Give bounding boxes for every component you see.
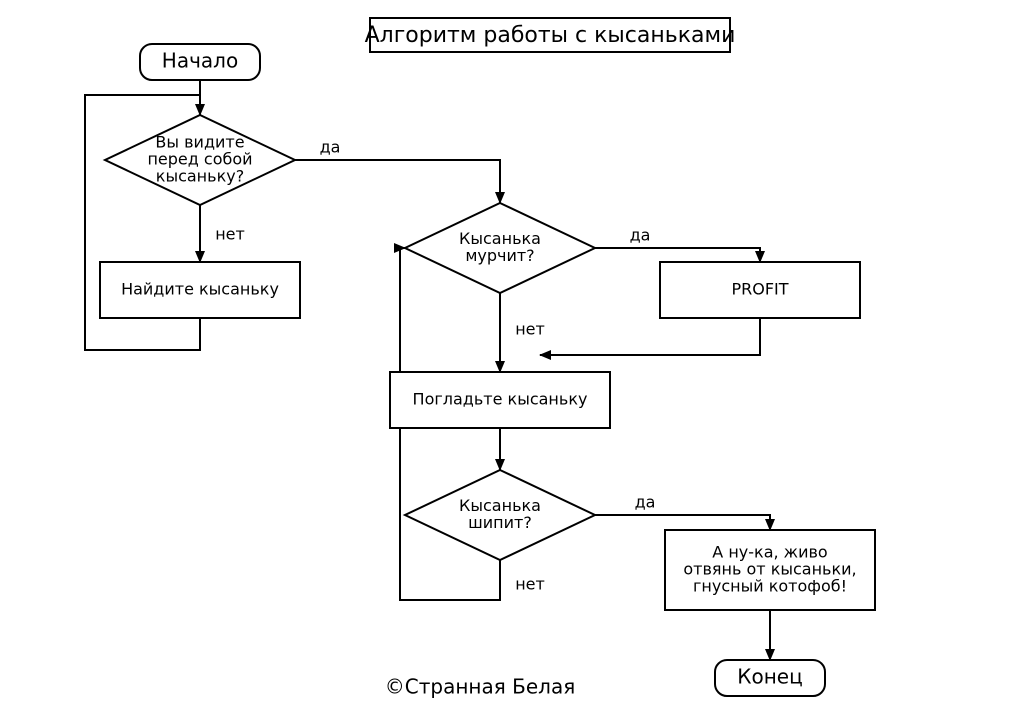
- node-end: Конец: [715, 660, 825, 696]
- node-d3: Кысанькашипит?: [405, 470, 595, 560]
- node-p_profit-label: PROFIT: [731, 280, 788, 299]
- node-p_away-label: гнусный котофоб!: [693, 577, 847, 596]
- node-d2: Кысанькамурчит?: [405, 203, 595, 293]
- node-start: Начало: [140, 44, 260, 80]
- node-p_find: Найдите кысаньку: [100, 262, 300, 318]
- node-p_find-label: Найдите кысаньку: [121, 280, 279, 299]
- edge-label-e_d3_yes: да: [635, 493, 656, 512]
- node-p_profit: PROFIT: [660, 262, 860, 318]
- title-text: Алгоритм работы с кысаньками: [365, 23, 736, 48]
- node-end-label: Конец: [737, 665, 802, 689]
- edge-label-e_d1_yes: да: [320, 138, 341, 157]
- node-d1-label: кысаньку?: [156, 167, 244, 186]
- edge-label-e_d2_no: нет: [515, 320, 545, 339]
- edge-e_d1_yes: [295, 160, 500, 203]
- edge-e_profit_back: [540, 318, 760, 355]
- edge-label-e_d3_no: нет: [515, 575, 545, 594]
- node-p_away: А ну-ка, живоотвянь от кысаньки,гнусный …: [665, 530, 875, 610]
- edge-e_d2_yes: [595, 248, 760, 262]
- edge-label-e_d1_no: нет: [215, 225, 245, 244]
- node-p_pet-label: Погладьте кысаньку: [413, 390, 588, 409]
- node-p_pet: Погладьте кысаньку: [390, 372, 610, 428]
- edge-e_d3_yes: [595, 515, 770, 530]
- edge-label-e_d2_yes: да: [630, 226, 651, 245]
- node-d1: Вы видитеперед собойкысаньку?: [105, 115, 295, 205]
- credit-text: ©Странная Белая: [385, 675, 575, 699]
- node-d3-label: шипит?: [468, 513, 532, 532]
- node-d2-label: мурчит?: [465, 246, 534, 265]
- node-start-label: Начало: [162, 49, 238, 73]
- nodes: Начало Вы видитеперед собойкысаньку? Найди…: [100, 44, 875, 696]
- title-box: Алгоритм работы с кысаньками: [365, 18, 736, 52]
